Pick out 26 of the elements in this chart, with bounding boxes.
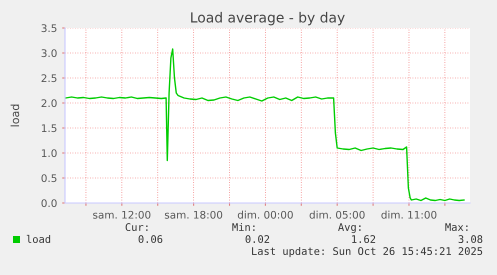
x-tick-label: dim. 11:00 xyxy=(381,210,436,219)
x-tick-label: sam. 12:00 xyxy=(93,210,150,219)
x-tick-label: dim. 05:00 xyxy=(310,210,365,219)
x-tick-label: dim. 00:00 xyxy=(238,210,293,219)
text: Avg: xyxy=(338,223,360,234)
y-tick-label: 0.0 xyxy=(41,199,57,208)
text: 1.62 xyxy=(352,235,376,244)
y-tick-label: 1.5 xyxy=(42,124,56,132)
text: 0.02 xyxy=(246,235,270,244)
legend-label: load xyxy=(26,234,50,244)
chart-title: Load average - by day xyxy=(191,12,345,26)
x-tick-label: sam. 18:00 xyxy=(164,210,222,219)
line-series xyxy=(65,48,465,202)
text: Last update: Sun Oct 26 15:45:21 2025 xyxy=(252,246,482,258)
y-tick-label: 3.5 xyxy=(42,24,56,32)
text: Cur: xyxy=(126,223,148,232)
y-tick-label: 1.0 xyxy=(42,149,57,158)
y-tick-label: 2.0 xyxy=(42,99,57,108)
y-axis-title: load xyxy=(10,104,20,126)
text: 0.06 xyxy=(138,235,162,244)
y-tick-label: 0.5 xyxy=(41,174,56,182)
text: Min: xyxy=(232,222,254,231)
text: Max: xyxy=(445,223,468,232)
y-tick-label: 3.0 xyxy=(42,49,57,58)
y-tick-label: 2.5 xyxy=(42,74,56,82)
text: 3.08 xyxy=(458,235,482,244)
